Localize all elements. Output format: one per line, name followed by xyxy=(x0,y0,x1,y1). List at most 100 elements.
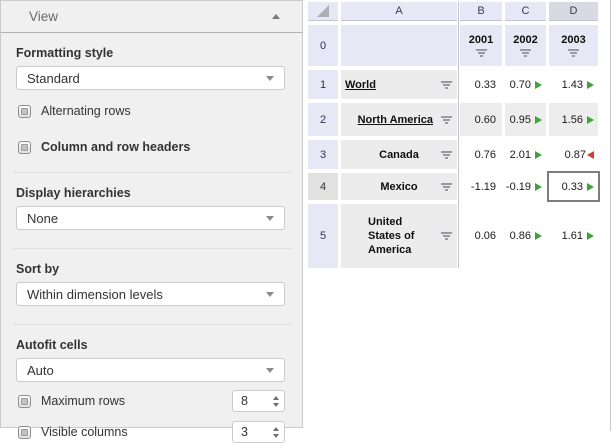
value-cell-b2[interactable]: 0.60 xyxy=(460,103,502,136)
value-cell-b5[interactable]: 0.06 xyxy=(460,204,502,268)
member-label[interactable]: Mexico xyxy=(380,180,418,193)
display-hierarchies-label: Display hierarchies xyxy=(16,186,131,200)
row-header-0[interactable]: 0 xyxy=(308,25,338,66)
maximum-rows-checkbox[interactable] xyxy=(18,394,31,408)
caret-down-icon xyxy=(266,291,274,297)
selected-cell-d4[interactable]: 0.33 xyxy=(547,171,600,202)
cell-value: 0.06 xyxy=(474,230,496,242)
filter-icon[interactable] xyxy=(475,49,487,57)
row-header-3[interactable]: 3 xyxy=(308,140,338,169)
display-hierarchies-value: None xyxy=(27,210,59,226)
display-hierarchies-select[interactable]: None xyxy=(16,206,285,230)
row-header-2[interactable]: 2 xyxy=(308,103,338,136)
cell-value: 0.95 xyxy=(509,113,531,126)
column-header-a[interactable]: A xyxy=(341,2,457,21)
value-cell-c2[interactable]: 0.95 xyxy=(505,103,546,136)
grid-vertical-divider xyxy=(458,2,459,268)
member-cell-usa[interactable]: United States of America xyxy=(341,204,457,268)
column-row-headers-checkbox[interactable] xyxy=(18,140,31,154)
header-cell-empty[interactable] xyxy=(341,25,457,66)
maximum-rows-stepper[interactable]: 8 xyxy=(232,390,285,412)
visible-columns-stepper[interactable]: 3 xyxy=(232,421,285,443)
column-header-c[interactable]: C xyxy=(505,2,546,21)
value-cell-b4[interactable]: -1.19 xyxy=(460,173,502,200)
filter-icon[interactable] xyxy=(441,150,452,159)
value-cell-b1[interactable]: 0.33 xyxy=(460,70,502,99)
year-label: 2002 xyxy=(513,34,538,46)
value-cell-c3[interactable]: 2.01 xyxy=(505,140,546,169)
member-cell-north-america[interactable]: North America xyxy=(341,103,457,136)
spin-up-icon[interactable] xyxy=(273,395,279,400)
row-header-5[interactable]: 5 xyxy=(308,204,338,268)
trend-up-icon xyxy=(587,182,594,191)
sort-by-label: Sort by xyxy=(16,262,60,276)
row-header-1[interactable]: 1 xyxy=(308,70,338,99)
value-cell-d1[interactable]: 1.43 xyxy=(549,70,598,99)
value-cell-d2[interactable]: 1.56 xyxy=(549,103,598,136)
trend-down-icon xyxy=(587,150,594,159)
year-header-2001[interactable]: 2001 xyxy=(460,25,502,66)
trend-up-icon xyxy=(587,232,594,240)
autofit-cells-select[interactable]: Auto xyxy=(16,358,285,382)
value-cell-c1[interactable]: 0.70 xyxy=(505,70,546,99)
filter-icon[interactable] xyxy=(568,49,579,57)
formatting-style-select[interactable]: Standard xyxy=(16,66,285,90)
panel-header: View xyxy=(1,1,302,33)
spin-up-icon[interactable] xyxy=(273,426,279,431)
cell-value: -1.19 xyxy=(470,180,496,193)
cell-value: 0.76 xyxy=(474,148,496,161)
sort-by-select[interactable]: Within dimension levels xyxy=(16,282,285,306)
row-header-4[interactable]: 4 xyxy=(308,173,338,200)
column-header-d[interactable]: D xyxy=(549,2,598,21)
value-cell-d3[interactable]: 0.87 xyxy=(549,140,598,169)
select-all-cell[interactable] xyxy=(308,2,338,21)
member-label[interactable]: North America xyxy=(357,113,433,126)
alternating-rows-label: Alternating rows xyxy=(41,104,131,118)
view-settings-panel: View Formatting style Standard Alternati… xyxy=(0,0,303,443)
column-header-b[interactable]: B xyxy=(460,2,502,21)
visible-columns-label: Visible columns xyxy=(41,425,128,439)
member-label[interactable]: United States of America xyxy=(368,215,415,257)
member-label[interactable]: Canada xyxy=(379,148,419,161)
stepper-arrows xyxy=(273,395,279,407)
spin-down-icon[interactable] xyxy=(273,402,279,407)
trend-up-icon xyxy=(587,80,594,89)
trend-up-icon xyxy=(535,232,542,240)
filter-icon[interactable] xyxy=(441,232,452,240)
filter-icon[interactable] xyxy=(441,80,452,89)
value-cell-c5[interactable]: 0.86 xyxy=(505,204,546,268)
autofit-cells-value: Auto xyxy=(27,362,54,378)
column-row-headers-row: Column and row headers xyxy=(18,140,286,154)
value-cell-b3[interactable]: 0.76 xyxy=(460,140,502,169)
section-divider xyxy=(13,324,292,325)
year-header-2002[interactable]: 2002 xyxy=(505,25,546,66)
member-cell-mexico[interactable]: Mexico xyxy=(341,173,457,200)
alternating-rows-checkbox[interactable] xyxy=(18,104,31,118)
panel-title: View xyxy=(29,9,59,24)
spin-down-icon[interactable] xyxy=(273,433,279,438)
year-header-2003[interactable]: 2003 xyxy=(549,25,598,66)
member-cell-canada[interactable]: Canada xyxy=(341,140,457,169)
trend-up-icon xyxy=(535,182,542,191)
value-cell-d5[interactable]: 1.61 xyxy=(549,204,598,268)
member-cell-world[interactable]: World xyxy=(341,70,457,99)
trend-up-icon xyxy=(535,150,542,159)
filter-icon[interactable] xyxy=(520,49,531,57)
caret-down-icon xyxy=(266,75,274,81)
visible-columns-row: Visible columns 3 xyxy=(18,421,285,443)
value-cell-c4[interactable]: -0.19 xyxy=(505,173,546,200)
sort-by-value: Within dimension levels xyxy=(27,286,163,302)
cell-value: 0.87 xyxy=(564,148,586,161)
visible-columns-checkbox[interactable] xyxy=(18,425,31,439)
filter-icon[interactable] xyxy=(441,115,452,124)
trend-up-icon xyxy=(535,115,542,124)
member-label[interactable]: World xyxy=(345,78,376,91)
filter-icon[interactable] xyxy=(441,182,452,191)
section-divider xyxy=(13,172,292,173)
year-label: 2003 xyxy=(561,34,586,46)
formatting-style-label: Formatting style xyxy=(16,46,114,60)
collapse-panel-icon[interactable] xyxy=(272,14,280,19)
cell-value: 1.61 xyxy=(561,230,583,242)
crosstab-grid: A B C D 0 2001 2002 2003 1 World 0.33 0.… xyxy=(308,2,600,268)
formatting-style-value: Standard xyxy=(27,70,80,86)
